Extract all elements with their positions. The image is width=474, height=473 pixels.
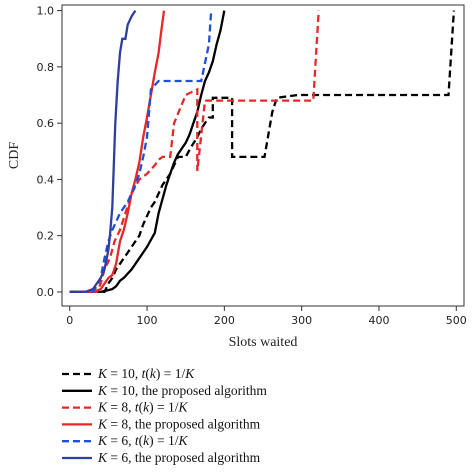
x-tick-label: 400 [368, 314, 389, 327]
y-tick-label: 0.0 [37, 286, 55, 299]
x-tick-label: 300 [291, 314, 312, 327]
x-tick-label: 200 [214, 314, 235, 327]
x-tick-label: 0 [66, 314, 73, 327]
legend-entry: K = 10, the proposed algorithm [97, 383, 267, 398]
legend-entry: K = 8, t(k) = 1/K [97, 400, 189, 415]
y-tick-label: 0.6 [37, 117, 55, 130]
series-line [69, 9, 137, 294]
series-line [69, 10, 213, 294]
legend-entry: K = 8, the proposed algorithm [97, 416, 261, 431]
series-line [69, 10, 226, 294]
y-tick-label: 1.0 [37, 5, 55, 18]
legend-entry: K = 6, t(k) = 1/K [97, 433, 189, 448]
plot-frame [61, 4, 465, 307]
y-tick-label: 0.2 [37, 230, 55, 243]
x-tick-label: 500 [446, 314, 467, 327]
series-line [69, 10, 166, 294]
y-axis-label: CDF [7, 142, 22, 169]
legend-entry: K = 10, t(k) = 1/K [97, 366, 195, 381]
x-axis-label: Slots waited [229, 335, 298, 350]
legend: K = 10, t(k) = 1/K K = 10, the proposed a… [62, 366, 267, 465]
y-tick-label: 0.8 [37, 61, 55, 74]
series-line [69, 10, 456, 294]
plot-area [69, 9, 456, 294]
x-tick-label: 100 [137, 314, 158, 327]
axes: 0 100 200 300 400 500 0.0 0.2 0.4 0.6 0.8 1.0 [37, 4, 467, 327]
y-tick-label: 0.4 [37, 173, 55, 186]
legend-entry: K = 6, the proposed algorithm [97, 450, 261, 465]
